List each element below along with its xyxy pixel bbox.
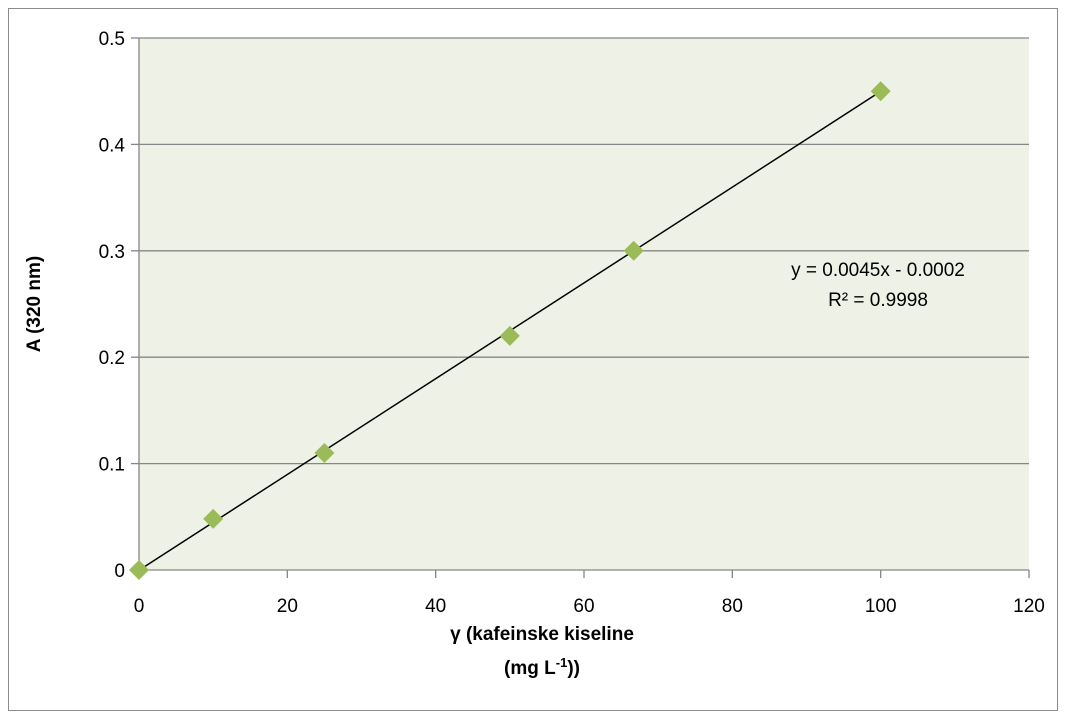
x-tick-label: 120 — [1013, 596, 1045, 617]
equation-label: y = 0.0045x - 0.0002 — [791, 260, 965, 281]
y-axis-title: A (320 nm) — [24, 256, 45, 352]
data-point — [129, 560, 149, 580]
y-tick-label: 0 — [114, 561, 125, 582]
x-tick-label: 20 — [277, 596, 298, 617]
x-tick-label: 60 — [573, 596, 594, 617]
x-axis-title-line2: (mg L-1)) — [504, 655, 580, 679]
y-tick-label: 0.5 — [99, 29, 125, 50]
x-tick-label: 80 — [722, 596, 743, 617]
x-axis-unit-close: )) — [567, 658, 580, 679]
data-point — [499, 325, 520, 346]
x-axis-title-line1: γ (kafeinske kiseline — [450, 624, 634, 645]
data-point — [314, 442, 335, 463]
x-tick-label: 100 — [865, 596, 897, 617]
data-point — [623, 240, 644, 261]
y-tick-label: 0.4 — [99, 135, 126, 156]
data-points — [129, 81, 891, 580]
data-point — [203, 508, 224, 529]
x-axis-unit-exponent: -1 — [556, 655, 568, 670]
x-tick-label: 0 — [134, 596, 145, 617]
plot-area — [139, 38, 1029, 570]
x-tick-label: 40 — [425, 596, 446, 617]
y-tick-label: 0.1 — [99, 455, 125, 476]
tick-labels: 0 0.1 0.2 0.3 0.4 0.5 0 20 40 60 80 100 120 — [99, 29, 1045, 617]
y-tick-label: 0.2 — [99, 348, 125, 369]
data-point — [870, 81, 891, 102]
r-squared-label: R² = 0.9998 — [828, 290, 928, 311]
x-axis-unit: (mg L — [504, 658, 556, 679]
gridlines — [139, 37, 1029, 465]
y-tick-label: 0.3 — [99, 242, 125, 263]
